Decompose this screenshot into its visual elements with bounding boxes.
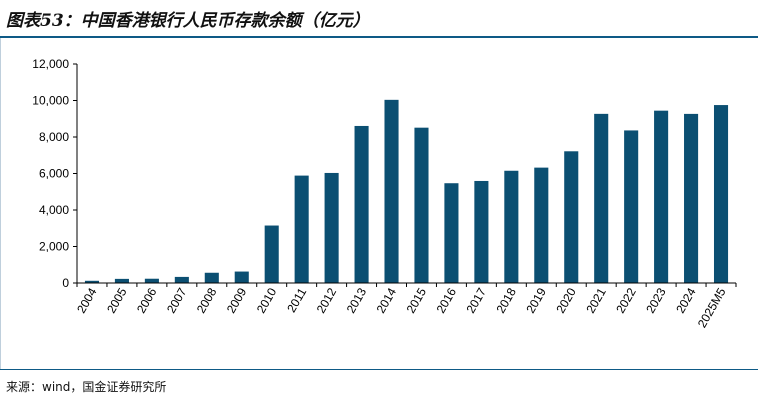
bars bbox=[84, 99, 729, 284]
y-tick-label: 8,000 bbox=[39, 130, 69, 144]
x-tick-label: 2013 bbox=[344, 285, 370, 315]
x-tick-label: 2007 bbox=[164, 285, 190, 315]
x-axis: 2004 2005 2006 2007 2008 2009 2010 2011 2012 2013… bbox=[74, 282, 737, 330]
bar-2024 bbox=[684, 113, 699, 283]
y-tick-label: 10,000 bbox=[32, 94, 69, 108]
bar-2009 bbox=[234, 271, 249, 283]
bar-2023 bbox=[654, 110, 669, 283]
x-tick-label: 2006 bbox=[134, 285, 160, 315]
x-tick-label: 2010 bbox=[254, 285, 280, 315]
footer-rule bbox=[0, 369, 758, 370]
bar-2011 bbox=[294, 175, 309, 283]
bar-2007 bbox=[174, 276, 189, 283]
x-tick-label: 2015 bbox=[404, 285, 430, 315]
x-tick-label: 2024 bbox=[673, 285, 699, 315]
x-tick-label: 2020 bbox=[553, 285, 579, 315]
bar-2005 bbox=[114, 278, 129, 283]
x-tick-label: 2021 bbox=[583, 285, 609, 315]
y-tick-label: 2,000 bbox=[39, 240, 69, 254]
x-tick-label: 2016 bbox=[434, 285, 460, 315]
x-tick-label: 2004 bbox=[74, 285, 100, 315]
bar-2008 bbox=[204, 272, 219, 283]
y-tick-label: 6,000 bbox=[39, 167, 69, 181]
source-note: 来源：wind，国金证券研究所 bbox=[6, 380, 167, 394]
bar-2015 bbox=[414, 127, 429, 283]
x-tick-label: 2022 bbox=[613, 285, 639, 315]
x-tick-label: 2012 bbox=[314, 285, 340, 315]
x-tick-label: 2005 bbox=[104, 285, 130, 315]
x-tick-label: 2017 bbox=[464, 285, 490, 315]
page-title: 图表53：中国香港银行人民币存款余额（亿元） bbox=[6, 11, 370, 31]
y-axis: 0 2,000 4,000 6,000 8,000 10,000 12,000 bbox=[32, 57, 78, 290]
left-border bbox=[0, 38, 1, 369]
bar-2014 bbox=[384, 99, 399, 283]
x-tick-label: 2014 bbox=[374, 285, 400, 315]
bar-2022 bbox=[624, 130, 639, 283]
bar-2013 bbox=[354, 125, 369, 284]
bar-2020 bbox=[564, 151, 579, 283]
bar-2010 bbox=[264, 225, 279, 283]
x-tick-label: 2025M5 bbox=[695, 285, 729, 330]
bar-2016 bbox=[444, 183, 459, 283]
bar-2019 bbox=[534, 167, 549, 283]
x-tick-label: 2018 bbox=[493, 285, 519, 315]
y-tick-label: 4,000 bbox=[39, 203, 69, 217]
bar-2004 bbox=[84, 280, 100, 283]
bar-2012 bbox=[324, 172, 339, 283]
y-tick-label: 0 bbox=[62, 276, 69, 290]
x-tick-label: 2011 bbox=[284, 285, 309, 315]
title-rule bbox=[0, 36, 758, 38]
bar-2025M5 bbox=[713, 105, 729, 283]
bar-2017 bbox=[474, 180, 489, 283]
x-tick-label: 2008 bbox=[194, 285, 220, 315]
bar-2018 bbox=[504, 170, 519, 283]
x-tick-label: 2009 bbox=[224, 285, 250, 315]
y-tick-label: 12,000 bbox=[32, 57, 69, 71]
x-tick-label: 2023 bbox=[643, 285, 669, 315]
bar-2021 bbox=[594, 113, 609, 283]
bar-2006 bbox=[144, 278, 159, 283]
x-tick-label: 2019 bbox=[523, 285, 549, 315]
